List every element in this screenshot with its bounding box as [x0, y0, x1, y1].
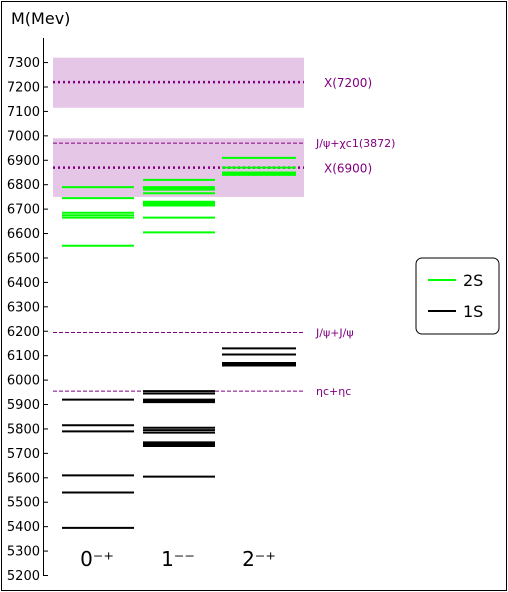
threshold-label-1: J/ψ+J/ψ — [315, 326, 354, 339]
mass-levels — [62, 156, 296, 529]
resonance-bands: X(7200) X(6900) — [53, 57, 372, 197]
y-tick-label-6: 5800 — [7, 422, 40, 437]
category-label-0: 0⁻⁺ — [80, 547, 114, 571]
y-axis-label: M(Mev) — [11, 9, 70, 28]
legend: 2S 1S — [415, 257, 500, 335]
legend-box — [415, 257, 500, 335]
y-tick-label-15: 6700 — [7, 203, 40, 218]
y-tick-label-2: 5400 — [7, 520, 40, 535]
y-tick-label-19: 7100 — [7, 105, 40, 120]
y-tick-label-1: 5300 — [7, 545, 40, 560]
y-tick-label-4: 5600 — [7, 471, 40, 486]
band-label-1: X(6900) — [324, 162, 372, 176]
y-tick-label-18: 7000 — [7, 129, 40, 144]
y-tick-label-14: 6600 — [7, 227, 40, 242]
y-tick-label-12: 6400 — [7, 276, 40, 291]
y-tick-label-7: 5900 — [7, 398, 40, 413]
y-axis-ticks: 5200 5300 5400 5500 5600 5700 5800 5900 6000 6100… — [7, 56, 48, 584]
legend-label-2s: 2S — [463, 271, 483, 290]
y-tick-label-11: 6300 — [7, 300, 40, 315]
y-tick-label-8: 6000 — [7, 374, 40, 389]
threshold-label-2: ηc+ηc — [316, 385, 351, 398]
y-tick-label-20: 7200 — [7, 81, 40, 96]
x-category-labels: 0⁻⁺ 1⁻⁻ 2⁻⁺ — [80, 547, 276, 571]
threshold-lines: J/ψ+χc1(3872) J/ψ+J/ψ ηc+ηc — [53, 137, 395, 398]
band-label-0: X(7200) — [324, 76, 372, 90]
y-tick-label-10: 6200 — [7, 325, 40, 340]
category-label-1: 1⁻⁻ — [161, 547, 195, 571]
y-tick-label-16: 6800 — [7, 178, 40, 193]
y-tick-label-17: 6900 — [7, 154, 40, 169]
legend-label-1s: 1S — [463, 302, 483, 321]
y-tick-label-5: 5700 — [7, 447, 40, 462]
y-tick-label-13: 6500 — [7, 251, 40, 266]
y-tick-label-9: 6100 — [7, 349, 40, 364]
y-tick-label-3: 5500 — [7, 496, 40, 511]
threshold-label-0: J/ψ+χc1(3872) — [315, 137, 395, 150]
y-tick-label-21: 7300 — [7, 56, 40, 71]
y-tick-label-0: 5200 — [7, 569, 40, 584]
category-label-2: 2⁻⁺ — [242, 547, 276, 571]
